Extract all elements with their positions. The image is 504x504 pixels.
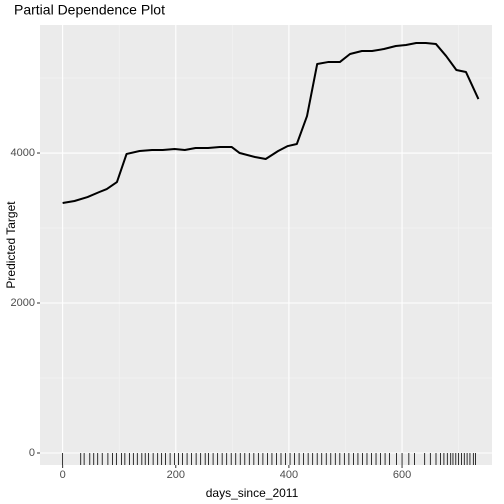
x-tick-label: 0 bbox=[60, 469, 66, 481]
chart-title: Partial Dependence Plot bbox=[14, 2, 165, 18]
x-tick-label: 400 bbox=[280, 469, 298, 481]
x-tick-label: 600 bbox=[393, 469, 411, 481]
line bbox=[62, 41, 480, 205]
y-tick-label: 0 bbox=[29, 447, 35, 459]
panel bbox=[40, 25, 492, 465]
y-tick-label: 4000 bbox=[11, 147, 35, 159]
y-axis-title: Predicted Target bbox=[4, 201, 18, 289]
x-tick-label: 200 bbox=[167, 469, 185, 481]
x-axis-title: days_since_2011 bbox=[206, 486, 299, 500]
y-tick-label: 2000 bbox=[11, 297, 35, 309]
